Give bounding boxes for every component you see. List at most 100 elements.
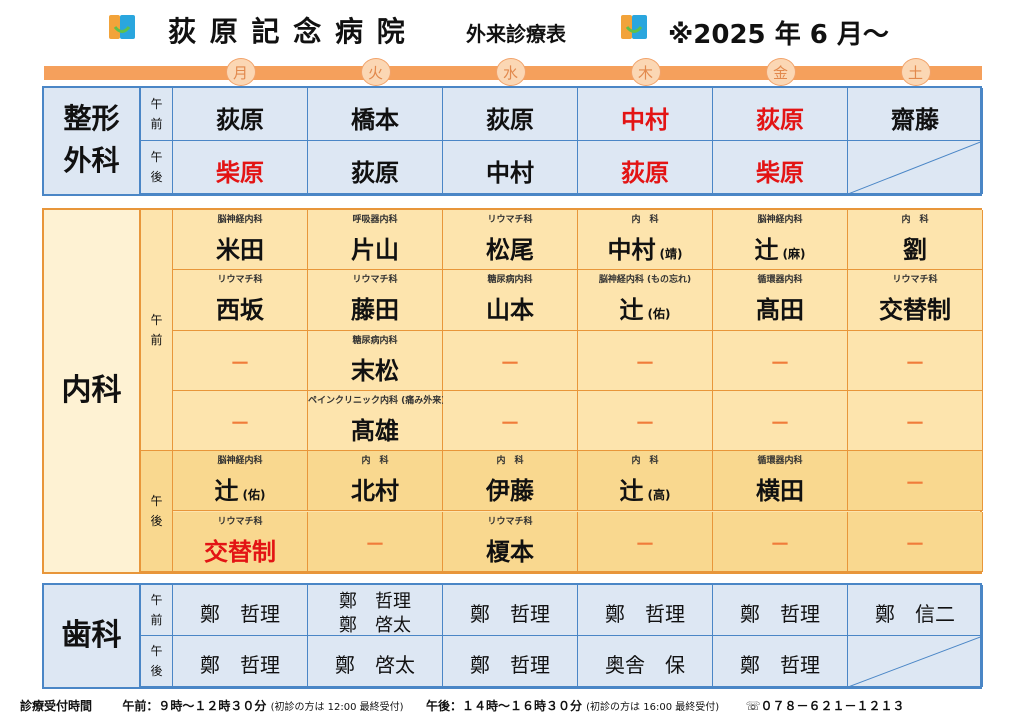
doctor-name: 髙田	[713, 290, 847, 325]
internal-cell: －	[578, 390, 713, 452]
internal-cell: －	[848, 330, 983, 391]
doctor-initial: (佑)	[242, 488, 266, 503]
reception-hours-label: 診療受付時間	[20, 699, 93, 713]
doctor-name: 中村	[621, 106, 669, 134]
orthopedics-cell: 荻原	[308, 141, 443, 194]
doctor-name-text: 榎本	[486, 537, 534, 566]
specialty-label: 内 科	[631, 456, 659, 467]
no-clinic-dash: －	[770, 350, 790, 375]
internal-cell: リウマチ科 松尾	[443, 210, 578, 271]
internal-cell: リウマチ科 交替制	[848, 270, 983, 331]
dental-cell: 鄭 哲理	[713, 636, 848, 687]
specialty-label: 内 科	[361, 456, 389, 467]
dentist-name: 鄭 哲理	[470, 653, 550, 677]
doctor-name: 藤田	[308, 290, 442, 325]
specialty-label: 脳神経内科	[217, 456, 263, 467]
specialty-label: 循環器内科	[757, 456, 803, 467]
dentist-name: 奥舎 保	[605, 653, 685, 677]
dentist-name: 鄭 哲理	[740, 653, 820, 677]
dentist-name: 鄭 哲理	[339, 591, 411, 612]
internal-label-text: 内科	[61, 373, 122, 408]
dental-cell: 鄭 哲理鄭 啓太	[308, 585, 443, 636]
internal-cell: －	[173, 330, 308, 391]
internal-cell: リウマチ科 交替制	[173, 511, 308, 572]
doctor-name: 辻 (麻)	[713, 230, 847, 265]
doctor-name: 中村 (靖)	[578, 230, 712, 265]
doctor-name-text: 髙雄	[351, 416, 399, 445]
doctor-name: 北村	[308, 471, 442, 506]
dental-cell: 鄭 哲理	[443, 585, 578, 636]
doctor-name-text: 末松	[351, 356, 399, 385]
internal-cell: －	[443, 330, 578, 391]
specialty-label: 呼吸器内科	[352, 215, 398, 225]
pm-note: (初診の方は 16:00 最終受付)	[586, 702, 720, 713]
hospital-logo-right	[620, 14, 648, 40]
no-clinic-dash: －	[635, 410, 655, 435]
doctor-name-text: 交替制	[879, 296, 951, 325]
doctor-name-text: 髙田	[756, 296, 804, 325]
effective-date-note: ※2025 年 6 月～	[668, 20, 889, 50]
doctor-name-text: 辻	[214, 477, 239, 506]
day-circle: 月	[225, 58, 256, 86]
orthopedics-cell: 荻原	[443, 88, 578, 141]
internal-cell: －	[713, 330, 848, 391]
no-clinic-dash: －	[635, 350, 655, 375]
dental-pm-label: 午 後	[141, 636, 173, 687]
day-circle: 木	[630, 58, 661, 86]
specialty-label: リウマチ科	[892, 275, 938, 286]
internal-cell: －	[578, 330, 713, 391]
orthopedics-cell: 荻原	[713, 88, 848, 141]
dental-am-label: 午 前	[141, 585, 173, 636]
internal-cell: 脳神経内科 (もの忘れ) 辻 (佑)	[578, 270, 713, 331]
orthopedics-cell: 中村	[443, 141, 578, 194]
doctor-name: 交替制	[848, 290, 982, 325]
doctor-name: 片山	[308, 230, 442, 265]
specialty-label: 脳神経内科	[757, 215, 803, 225]
doctor-name-text: 辻	[754, 236, 779, 264]
doctor-name-text: 伊藤	[486, 477, 534, 506]
no-clinic-dash: －	[365, 531, 385, 556]
orthopedics-label: 整形 外科	[44, 88, 141, 194]
doctor-name: 辻 (佑)	[173, 471, 307, 506]
internal-cell: 脳神経内科辻 (麻)	[713, 210, 848, 271]
internal-cell: 脳神経内科辻 (佑)	[173, 451, 308, 512]
dentist-name: 鄭 啓太	[339, 615, 411, 636]
doctor-name: 西坂	[173, 290, 307, 325]
doctor-name-text: 中村	[607, 236, 656, 264]
no-clinic-dash: －	[230, 350, 250, 375]
am-note: (初診の方は 12:00 最終受付)	[270, 702, 404, 713]
specialty-label: 循環器内科	[757, 275, 803, 286]
internal-cell: －	[443, 390, 578, 452]
doctor-name: 髙雄	[308, 411, 442, 446]
empty-slot-diagonal	[848, 141, 983, 194]
dental-cell: 鄭 啓太	[308, 636, 443, 687]
internal-pm-label: 午 後	[141, 451, 173, 572]
dental-cell: 鄭 哲理	[173, 636, 308, 687]
orthopedics-cell	[848, 141, 983, 194]
orthopedics-section	[42, 86, 982, 196]
day-label: 水	[502, 64, 518, 82]
dentist-name: 鄭 哲理	[740, 602, 820, 626]
doctor-name-text: 横田	[756, 477, 804, 506]
doctor-name: 横田	[713, 471, 847, 506]
internal-cell: 内 科劉	[848, 210, 983, 271]
specialty-label: ペインクリニック内科 (痛み外来)	[308, 395, 446, 406]
empty-slot-diagonal	[848, 636, 983, 687]
dental-label: 歯科	[44, 585, 141, 687]
doctor-name: 柴原	[216, 159, 264, 187]
internal-cell: －	[848, 511, 983, 572]
doctor-name: 辻 (佑)	[578, 290, 712, 325]
internal-cell: －	[848, 390, 983, 452]
specialty-label: 糖尿病内科	[352, 335, 398, 346]
orthopedics-am-label: 午 前	[141, 88, 173, 141]
internal-cell: リウマチ科 榎本	[443, 511, 578, 572]
no-clinic-dash: －	[500, 350, 520, 375]
doctor-name: 松尾	[443, 230, 577, 265]
internal-cell: －	[308, 511, 443, 572]
doctor-name: 齋藤	[891, 106, 939, 134]
doctor-name-text: 米田	[216, 236, 264, 264]
doctor-name-text: 片山	[351, 236, 399, 264]
doctor-name: 劉	[848, 230, 982, 265]
doctor-name-text: 松尾	[486, 236, 534, 264]
internal-cell: 循環器内科 髙田	[713, 270, 848, 331]
